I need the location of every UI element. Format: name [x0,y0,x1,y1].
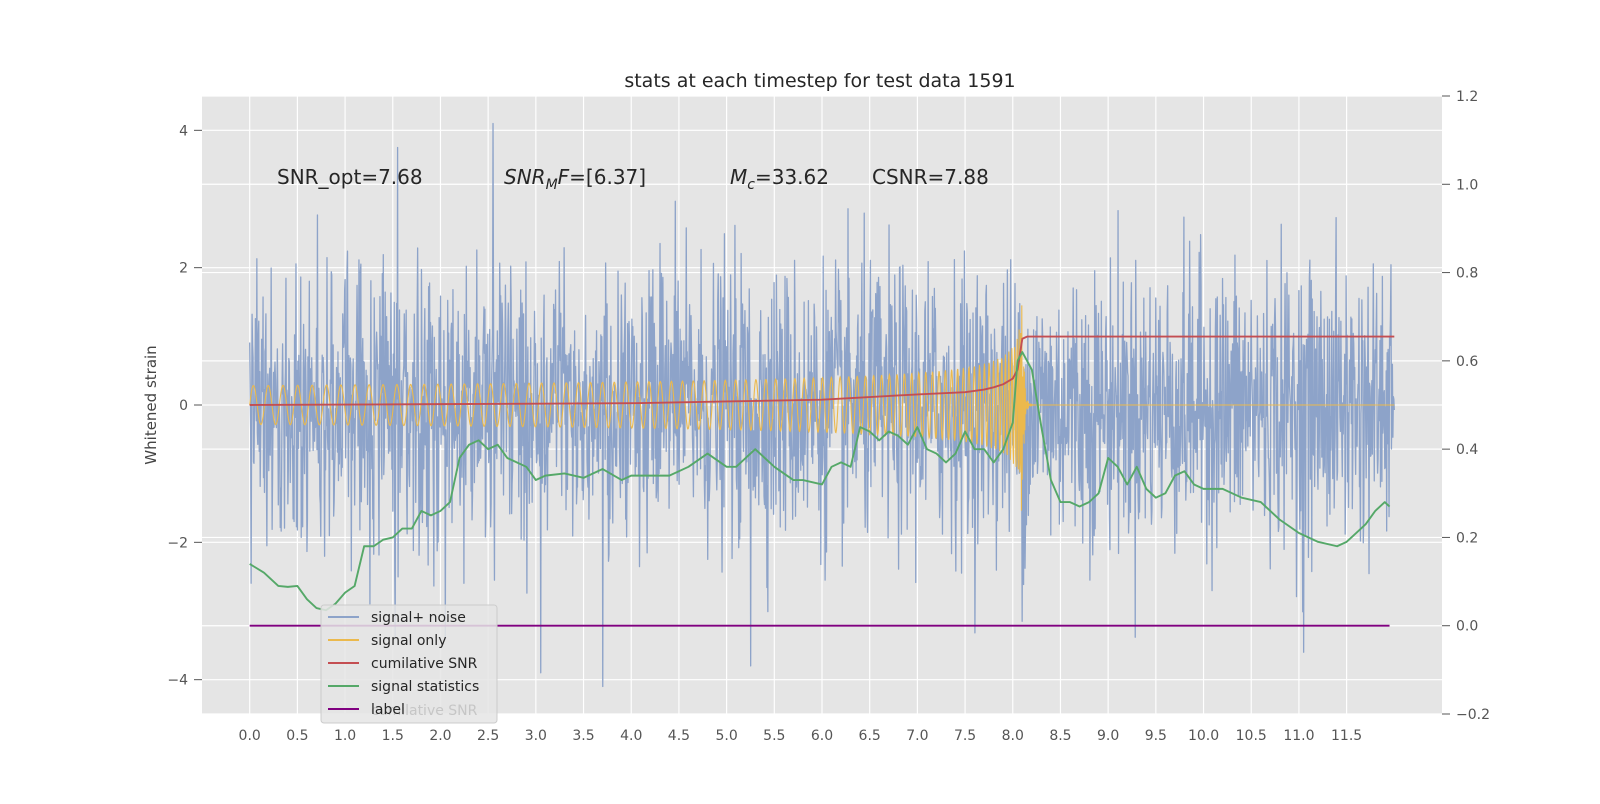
x-tick-label: 2.5 [477,728,499,744]
x-tick-label: 9.0 [1097,728,1119,744]
legend-label: signal+ noise [371,610,466,626]
legend-entry-cumilative-snr: cumilative SNR [328,656,478,672]
legend-label: label [371,702,405,718]
legend-box [320,604,498,724]
annotation-snr-mf-symbol: SNR [504,165,546,189]
x-axis-ticks: 0.0 0.5 1.0 1.5 2.0 2.5 3.0 3.5 4.0 4.5 5.0 5.5 6.0 6… [239,728,1363,744]
annotation-mc-subscript: c [747,177,755,193]
y-tick-label-left: −2 [167,535,188,551]
legend-entry-signal-only: signal only [328,633,446,649]
annotation-csnr: CSNR=7.88 [872,165,989,189]
y-tick-label-right: 1.0 [1456,177,1478,193]
y-tick-label-right: 0.2 [1456,530,1478,546]
series-line-signal-only [249,305,1395,511]
legend-entry-signal-statistics: signal statistics [328,679,479,695]
annotation-snr-mf-value: =[6.37] [569,165,646,189]
legend-label: signal only [371,633,446,649]
x-tick-label: 5.5 [763,728,785,744]
x-tick-label: 8.0 [1002,728,1024,744]
legend-entry-label: label [328,702,405,718]
y-tick-label-right: 0.8 [1456,266,1478,282]
y-tick-label-left: −4 [167,673,188,689]
y-axis-left-ticks: −4 −2 0 2 4 [167,123,202,689]
stat-annotations: SNR_opt=7.68 SNRMF=[6.37] Mc=33.62 CSNR=… [277,165,989,193]
y-tick-label-left: 4 [179,123,188,139]
x-tick-label: 11.0 [1283,728,1314,744]
x-tick-label: 0.0 [239,728,261,744]
series-line-cumilative-snr [249,335,1395,406]
annotation-snr-mf-f: F [558,165,570,189]
x-tick-label: 1.0 [334,728,356,744]
legend-ghost-label: cumilative SNR [371,703,478,719]
legend-entries: signal+ noise signal only cumilative SNR si… [328,610,479,718]
x-tick-label: 10.0 [1188,728,1219,744]
legend-entry-signal-noise: signal+ noise [328,610,466,626]
series-line-signal-noise [249,122,1395,688]
x-tick-label: 11.5 [1331,728,1362,744]
y-axis-label: Whitened strain [142,345,160,464]
x-tick-label: 6.0 [811,728,833,744]
x-tick-label: 2.0 [429,728,451,744]
x-tick-label: 7.5 [954,728,976,744]
series-line-signal-statistics [249,351,1391,612]
x-tick-label: 0.5 [286,728,308,744]
annotation-mc-value: =33.62 [755,165,829,189]
annotation-snr-opt: SNR_opt=7.68 [277,165,423,189]
y-tick-label-right: −0.2 [1456,707,1490,723]
x-tick-label: 6.5 [859,728,881,744]
x-tick-label: 8.5 [1049,728,1071,744]
y-tick-label-right: 0.6 [1456,354,1478,370]
legend-label: signal statistics [371,679,479,695]
chart-title: stats at each timestep for test data 159… [624,70,1015,92]
y-tick-label-left: 0 [179,398,188,414]
annotation-snr-mf-subscript: M [546,177,558,193]
x-tick-label: 4.0 [620,728,642,744]
annotation-mc: Mc=33.62 [730,165,829,193]
x-tick-label: 3.0 [525,728,547,744]
x-tick-label: 1.5 [382,728,404,744]
x-tick-label: 7.0 [906,728,928,744]
x-tick-label: 10.5 [1236,728,1267,744]
legend-label: cumilative SNR [371,656,478,672]
y-tick-label-right: 0.0 [1456,619,1478,635]
x-tick-label: 4.5 [668,728,690,744]
series-signal-noise [249,122,1395,688]
y-tick-label-right: 0.4 [1456,442,1478,458]
y-tick-label-left: 2 [179,261,188,277]
x-tick-label: 3.5 [572,728,594,744]
y-axis-right-ticks: −0.2 0.0 0.2 0.4 0.6 0.8 1.0 1.2 [1442,89,1490,723]
x-tick-label: 5.0 [715,728,737,744]
x-tick-label: 9.5 [1145,728,1167,744]
annotation-snr-mf: SNRMF=[6.37] [504,165,646,193]
legend: cumilative SNR signal+ noise signal only c… [320,604,498,724]
annotation-mc-symbol: M [730,165,747,189]
series-signal-only [249,305,1395,511]
y-tick-label-right: 1.2 [1456,89,1478,105]
